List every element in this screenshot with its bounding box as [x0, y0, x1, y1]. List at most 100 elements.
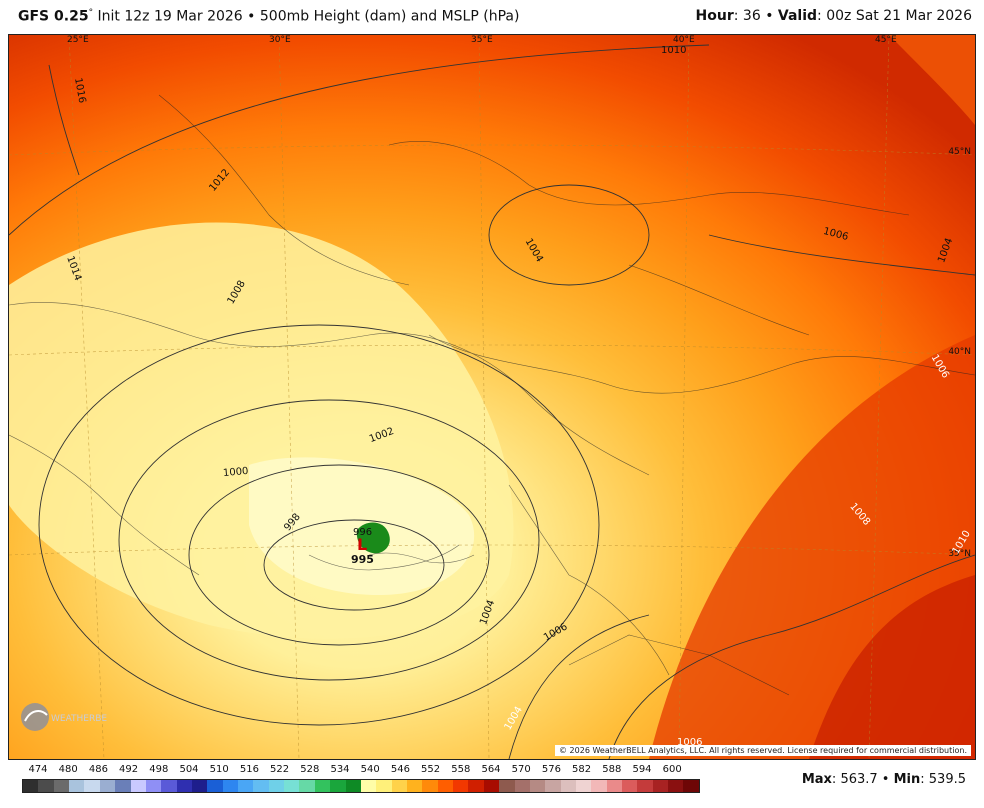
- colorbar-swatch: [99, 780, 116, 792]
- colorbar-swatch: [622, 780, 638, 792]
- logo-text: WEATHERBELL: [51, 714, 107, 724]
- hour-label: Hour: [695, 8, 734, 24]
- colorbar-tick-label: 600: [662, 764, 682, 775]
- colorbar-swatch: [406, 780, 423, 792]
- colorbar-tick-label: 576: [541, 764, 561, 775]
- colorbar-swatch: [330, 780, 346, 792]
- degree-sign: °: [88, 7, 94, 18]
- colorbar-tick-label: 546: [390, 764, 410, 775]
- weatherbell-logo: WEATHERBELL: [17, 699, 107, 739]
- forecast-map[interactable]: 25°E 30°E 35°E 40°E 45°E 45°N 40°N 35°N …: [8, 34, 976, 760]
- colorbar-swatch: [222, 780, 239, 792]
- isobar-label: 996: [353, 527, 373, 538]
- colorbar-swatch: [422, 780, 438, 792]
- colorbar-labels: 474 480 486 492 498 504 510 516 522 528 534 540 546 5…: [22, 764, 702, 778]
- max-value: 563.7: [840, 772, 878, 787]
- colorbar-tick-label: 480: [58, 764, 78, 775]
- lon-label-40e: 40°E: [673, 35, 695, 45]
- lon-label-35e: 35°E: [471, 35, 493, 45]
- colorbar-swatch: [499, 780, 515, 792]
- colorbar-tick-label: 474: [28, 764, 48, 775]
- map-canvas: [9, 35, 975, 759]
- colorbar-swatch: [437, 780, 454, 792]
- min-label: Min: [893, 772, 921, 787]
- colorbar-tick-label: 492: [119, 764, 139, 775]
- colorbar-tick-label: 516: [239, 764, 259, 775]
- colorbar-swatch: [161, 780, 177, 792]
- colorbar-swatch: [683, 780, 699, 792]
- colorbar-swatch: [360, 780, 377, 792]
- colorbar-swatch: [575, 780, 592, 792]
- colorbar-swatch: [53, 780, 70, 792]
- colorbar-swatch: [268, 780, 285, 792]
- colorbar-swatch: [391, 780, 407, 792]
- colorbar-swatch: [468, 780, 484, 792]
- colorbar-tick-label: 558: [451, 764, 471, 775]
- lon-label-25e: 25°E: [67, 35, 89, 45]
- country-borders: [9, 94, 975, 696]
- separator: •: [881, 772, 890, 787]
- separator: •: [247, 8, 256, 25]
- low-pressure-value: 995: [351, 553, 374, 566]
- max-label: Max: [801, 772, 832, 787]
- isobar-label: 1006: [677, 737, 703, 748]
- product-name: 500mb Height (dam) and MSLP (hPa): [259, 8, 520, 25]
- colorbar-swatch: [69, 780, 85, 792]
- lat-label-40n: 40°N: [948, 347, 971, 357]
- lat-label-45n: 45°N: [948, 147, 971, 157]
- colorbar-swatch: [483, 780, 500, 792]
- colorbar-tick-label: 522: [270, 764, 290, 775]
- colorbar-tick-label: 588: [602, 764, 622, 775]
- colorbar-swatch: [38, 780, 54, 792]
- colorbar-swatch: [668, 780, 684, 792]
- hour-value: 36: [742, 8, 761, 24]
- colorbar-swatch: [130, 780, 146, 792]
- colorbar-swatch: [560, 780, 576, 792]
- colorbar-swatch: [23, 780, 39, 792]
- colorbar-swatch: [314, 780, 331, 792]
- colorbar-swatch: [376, 780, 392, 792]
- colorbar-swatch: [637, 780, 653, 792]
- colorbar-swatch: [591, 780, 607, 792]
- colorbar-tick-label: 552: [421, 764, 441, 775]
- colorbar-swatch: [606, 780, 623, 792]
- colorbar-swatch: [652, 780, 669, 792]
- copyright-notice: © 2026 WeatherBELL Analytics, LLC. All r…: [555, 745, 971, 756]
- colorbar-swatch: [284, 780, 300, 792]
- colorbar-tick-label: 540: [360, 764, 380, 775]
- colorbar-swatch: [238, 780, 254, 792]
- lon-label-30e: 30°E: [269, 35, 291, 45]
- field-stats: Max: 563.7 • Min: 539.5: [801, 772, 966, 787]
- colorbar-tick-label: 504: [179, 764, 199, 775]
- colorbar-swatch: [545, 780, 561, 792]
- colorbar-tick-label: 582: [572, 764, 592, 775]
- colorbar-swatch: [145, 780, 162, 792]
- isobar-label: 1000: [222, 465, 249, 480]
- title-bar: GFS 0.25° Init 12z 19 Mar 2026 • 500mb H…: [0, 0, 984, 32]
- colorbar-swatch: [176, 780, 192, 792]
- low-pressure-blob: [356, 522, 390, 554]
- graticule: [9, 35, 975, 759]
- colorbar-tick-label: 510: [209, 764, 229, 775]
- title-right: Hour: 36 • Valid: 00z Sat 21 Mar 2026: [695, 8, 972, 24]
- colorbar: [22, 779, 700, 793]
- deep-red-corner: [809, 575, 975, 759]
- colorbar-swatch: [191, 780, 208, 792]
- low-marker: L: [357, 535, 368, 554]
- colorbar-swatch: [253, 780, 269, 792]
- title-left: GFS 0.25° Init 12z 19 Mar 2026 • 500mb H…: [18, 8, 519, 25]
- init-text: Init 12z 19 Mar 2026: [97, 8, 243, 25]
- colorbar-swatch: [115, 780, 131, 792]
- min-value: 539.5: [928, 772, 966, 787]
- colorbar-tick-label: 498: [149, 764, 169, 775]
- colorbar-swatch: [84, 780, 100, 792]
- lon-label-45e: 45°E: [875, 35, 897, 45]
- colorbar-swatch: [453, 780, 469, 792]
- colorbar-tick-label: 528: [300, 764, 320, 775]
- isobar-label: 1010: [661, 45, 687, 56]
- colorbar-swatch: [299, 780, 315, 792]
- lat-label-35n: 35°N: [948, 549, 971, 559]
- separator: •: [765, 8, 774, 24]
- colorbar-tick-label: 564: [481, 764, 501, 775]
- colorbar-swatch: [529, 780, 546, 792]
